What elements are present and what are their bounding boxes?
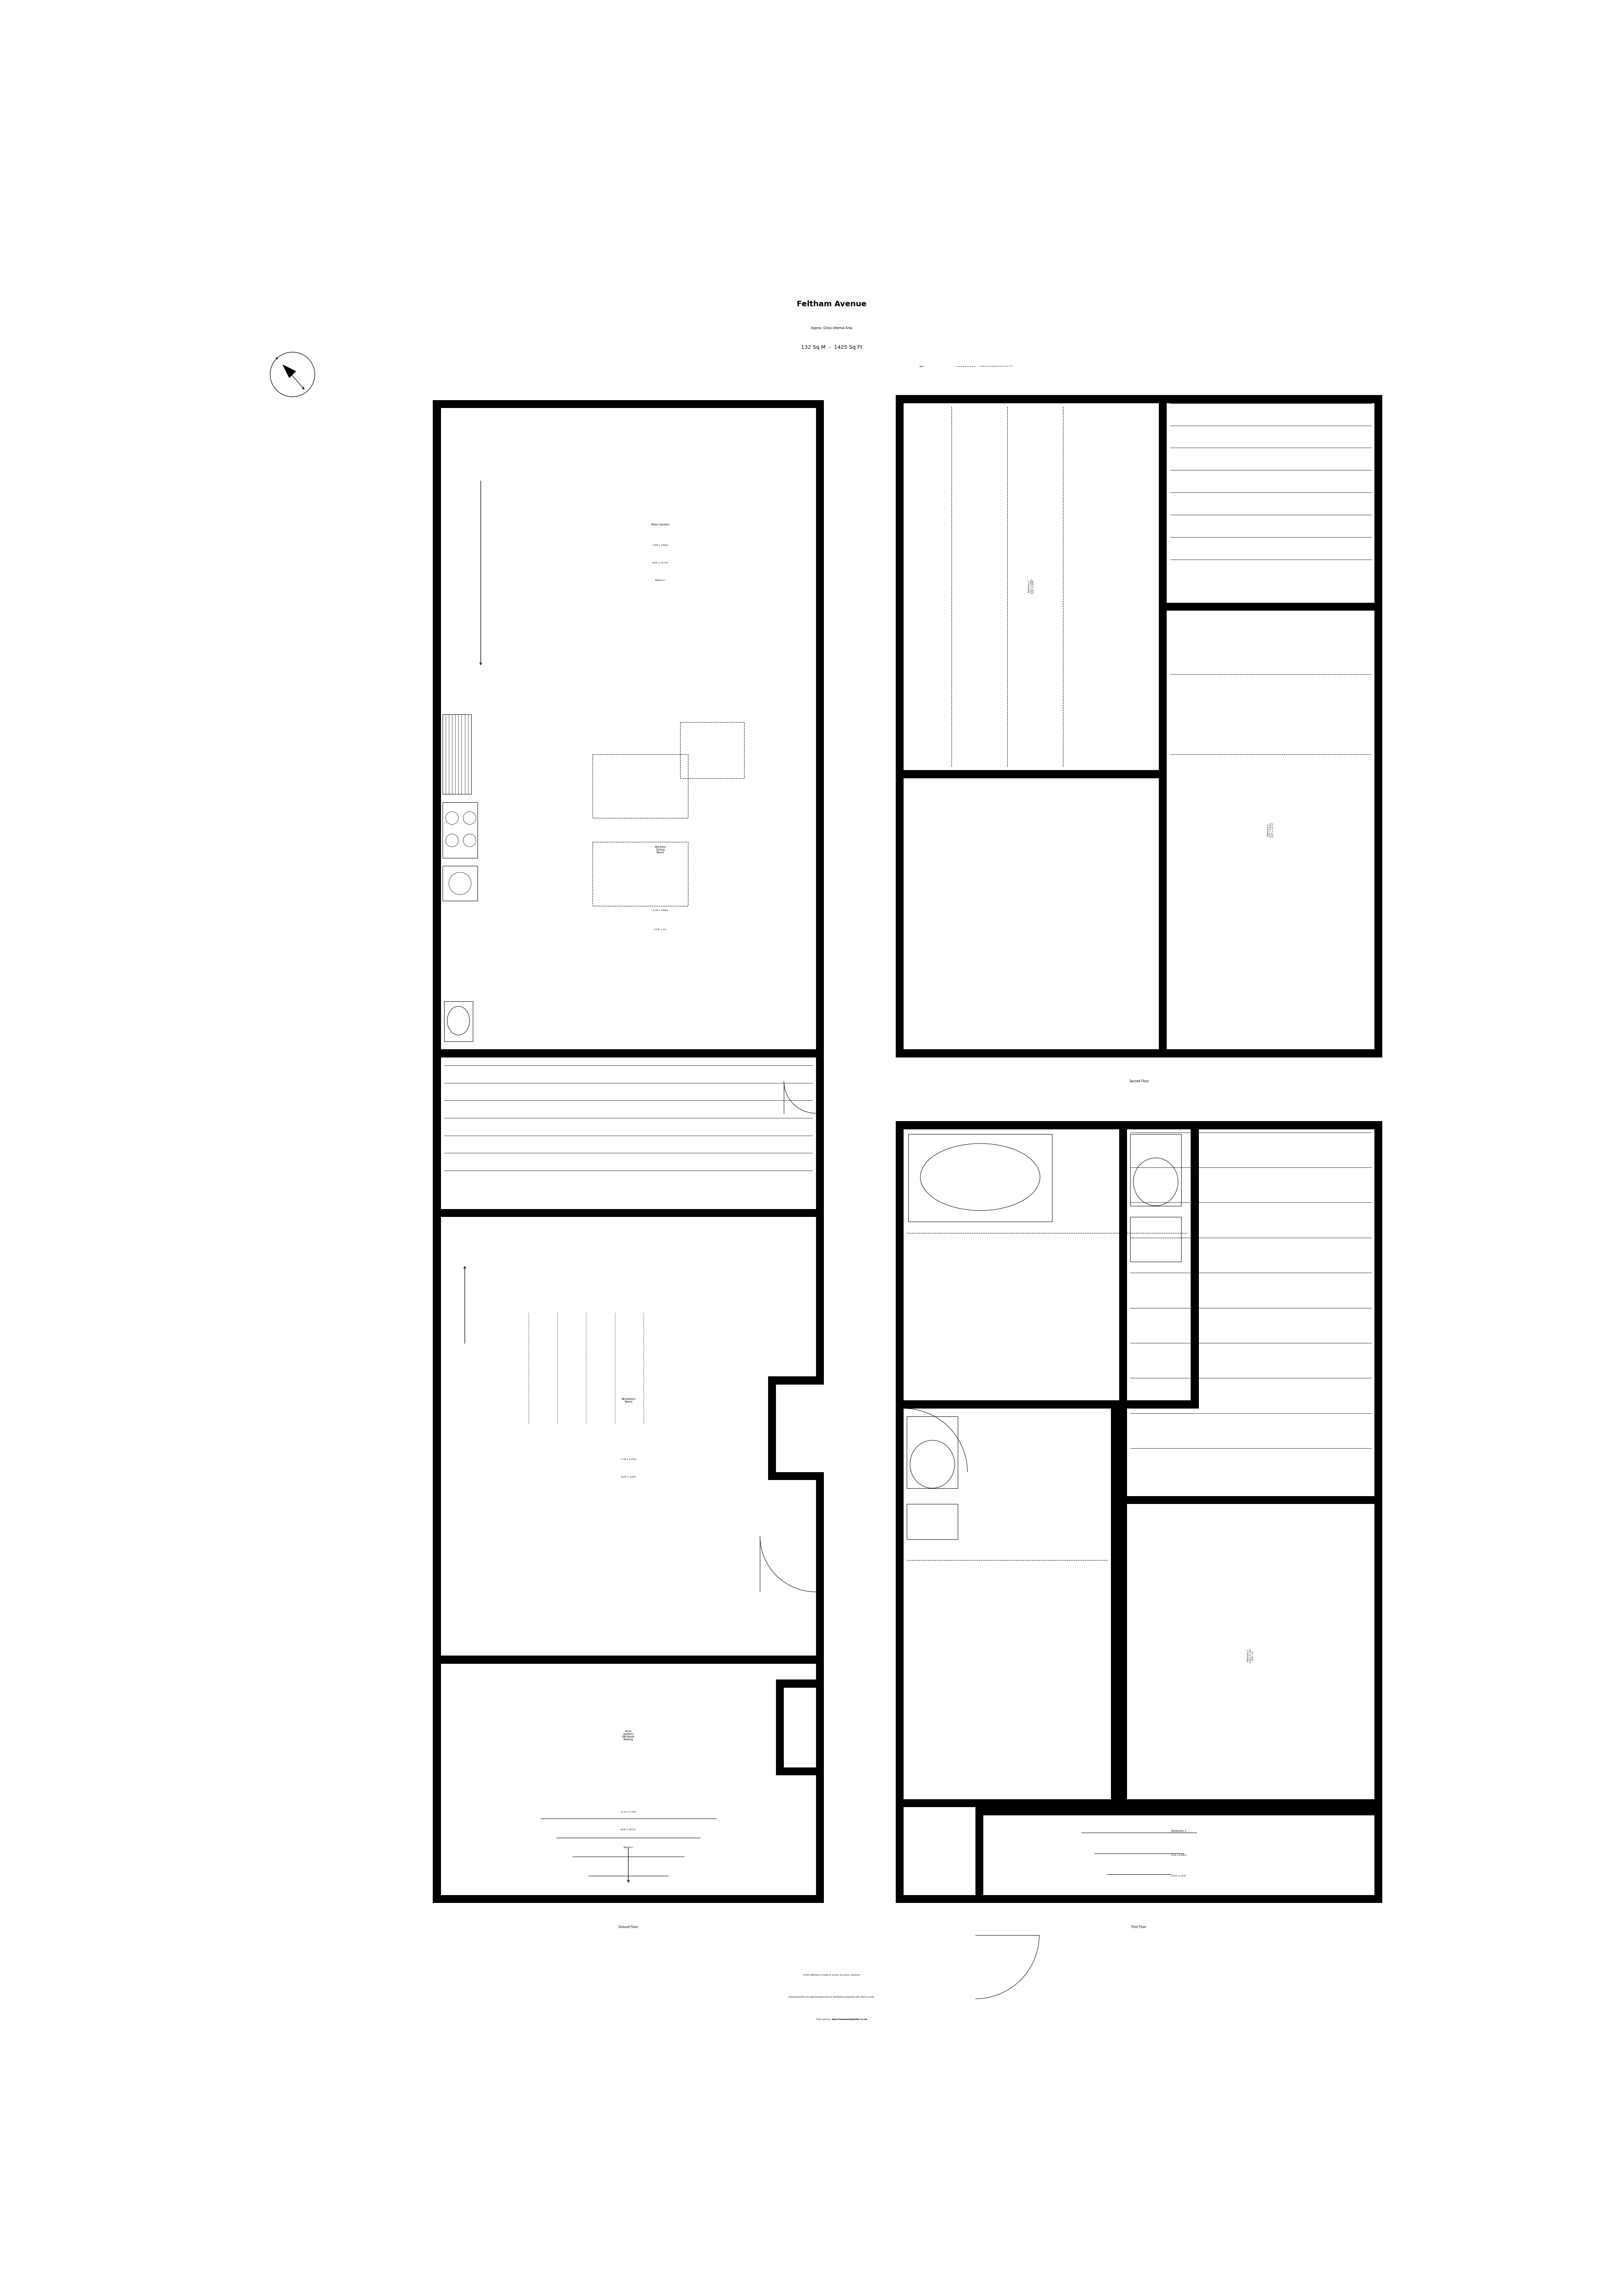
Bar bbox=[896, 769, 1167, 778]
Bar bbox=[445, 1001, 472, 1042]
Bar bbox=[1112, 1407, 1118, 1807]
Text: Front
Garden/
Off-Street
Parking: Front Garden/ Off-Street Parking bbox=[622, 1731, 635, 1740]
Bar bbox=[1130, 1134, 1182, 1205]
Text: Feltham Avenue: Feltham Avenue bbox=[797, 301, 867, 308]
Bar bbox=[1159, 602, 1167, 1058]
Bar bbox=[1118, 1800, 1383, 1807]
Bar bbox=[896, 1401, 1199, 1407]
Bar bbox=[433, 1058, 441, 1217]
Bar bbox=[433, 1655, 824, 1665]
Bar bbox=[592, 843, 688, 907]
Bar bbox=[896, 1800, 1118, 1807]
Bar bbox=[816, 1665, 824, 1768]
Bar bbox=[776, 1768, 824, 1775]
Bar bbox=[907, 1417, 958, 1488]
Text: Reception
Room: Reception Room bbox=[622, 1398, 636, 1403]
Bar bbox=[816, 1665, 824, 1903]
Bar bbox=[592, 753, 688, 817]
Bar bbox=[816, 400, 824, 707]
Bar bbox=[433, 400, 824, 409]
Bar bbox=[816, 707, 824, 1058]
Bar bbox=[896, 395, 904, 778]
Bar bbox=[1191, 1120, 1199, 1407]
Text: Approx. Gross Internal Area: Approx. Gross Internal Area bbox=[812, 326, 852, 331]
Bar bbox=[896, 1894, 1383, 1903]
Bar bbox=[816, 1058, 824, 1217]
Bar bbox=[443, 866, 477, 900]
Polygon shape bbox=[282, 365, 295, 377]
Bar bbox=[896, 1120, 904, 1903]
Text: Patio Garden: Patio Garden bbox=[651, 523, 669, 526]
Bar bbox=[975, 1807, 984, 1903]
Bar bbox=[768, 1472, 824, 1481]
Bar bbox=[1118, 1504, 1126, 1807]
Bar bbox=[1159, 1049, 1383, 1058]
Text: N: N bbox=[276, 358, 278, 360]
Bar bbox=[1167, 395, 1383, 404]
Bar bbox=[433, 1217, 441, 1665]
Bar bbox=[768, 1378, 824, 1384]
Bar bbox=[816, 1536, 824, 1681]
Bar bbox=[896, 769, 904, 1058]
Bar bbox=[443, 714, 471, 794]
Bar bbox=[816, 1472, 824, 1536]
Bar bbox=[896, 1120, 1383, 1130]
Bar bbox=[1118, 1497, 1383, 1504]
Bar bbox=[433, 1665, 441, 1903]
Bar bbox=[443, 801, 477, 859]
Text: Second Floor: Second Floor bbox=[1130, 1079, 1149, 1084]
Text: Bedroom 1: Bedroom 1 bbox=[1172, 1830, 1186, 1832]
Text: Kitchen/
Dining
Room: Kitchen/ Dining Room bbox=[654, 845, 665, 854]
Bar bbox=[909, 1134, 1052, 1221]
Bar bbox=[433, 1894, 824, 1903]
Text: Bedroom 2
3.20 x 2.74m
10'6" x 9': Bedroom 2 3.20 x 2.74m 10'6" x 9' bbox=[1248, 1649, 1255, 1662]
Bar bbox=[1375, 395, 1383, 602]
Bar bbox=[1375, 1120, 1383, 1903]
Bar bbox=[1375, 602, 1383, 1058]
Bar bbox=[1118, 1120, 1126, 1504]
Bar bbox=[433, 400, 441, 707]
Bar bbox=[1159, 395, 1167, 778]
Text: 132 Sq M  -  1425 Sq Ft: 132 Sq M - 1425 Sq Ft bbox=[802, 344, 862, 349]
Bar bbox=[896, 1807, 904, 1903]
Text: First Floor: First Floor bbox=[1131, 1924, 1146, 1929]
Bar bbox=[907, 1504, 958, 1538]
Bar bbox=[433, 707, 441, 1058]
Bar bbox=[896, 1407, 904, 1807]
Bar bbox=[433, 1049, 824, 1058]
Text: Bedroom 3
4.01 x 3.24m
13'2" x 10'8": Bedroom 3 4.01 x 3.24m 13'2" x 10'8" bbox=[1027, 579, 1034, 595]
Bar bbox=[816, 1217, 824, 1378]
Bar bbox=[776, 1681, 824, 1688]
Bar bbox=[896, 395, 1167, 404]
Bar bbox=[896, 1049, 1383, 1058]
Bar bbox=[768, 1378, 776, 1472]
Bar bbox=[975, 1807, 1383, 1816]
Bar bbox=[776, 1681, 784, 1768]
Bar bbox=[433, 1210, 824, 1217]
Bar bbox=[680, 723, 743, 778]
Text: Bedroom 4
4.01 x 3.63m
13'2" x 11'11": Bedroom 4 4.01 x 3.63m 13'2" x 11'11" bbox=[1268, 822, 1274, 838]
Text: Ground Floor: Ground Floor bbox=[618, 1924, 638, 1929]
Bar bbox=[1130, 1217, 1182, 1261]
Bar bbox=[1159, 602, 1383, 611]
